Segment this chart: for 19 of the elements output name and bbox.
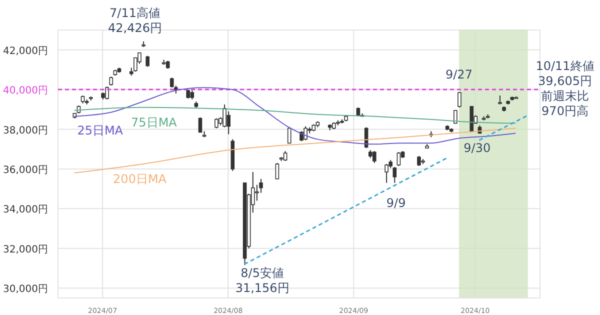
series-label: 25日MA <box>77 123 124 138</box>
annotation: 9/30 <box>464 141 491 156</box>
text: 前週末比 <box>541 89 589 103</box>
annotation: 9/27 <box>446 68 472 82</box>
annotation: 7/11高値 42,426円 <box>108 6 162 35</box>
y-tick-label: 40,000円 <box>3 86 48 97</box>
y-tick-label: 38,000円 <box>3 125 48 136</box>
annotation: 39,605円 <box>538 74 592 88</box>
y-tick-label: 36,000円 <box>3 164 48 176</box>
text: 970円高 <box>542 104 588 118</box>
y-tick-label: 30,000円 <box>3 284 48 296</box>
y-tick-label: 34,000円 <box>3 204 48 216</box>
annotation: 9/9 <box>386 196 406 210</box>
y-tick-label: 32,000円 <box>3 244 48 256</box>
annotation: 8/5安値 31,156円 <box>235 266 290 296</box>
series-label: 75日MA <box>131 115 178 130</box>
y-tick-label: 42,000円 <box>3 46 48 57</box>
series-label: 200日MA <box>113 172 168 186</box>
annotation: 10/11終値 <box>536 59 594 73</box>
